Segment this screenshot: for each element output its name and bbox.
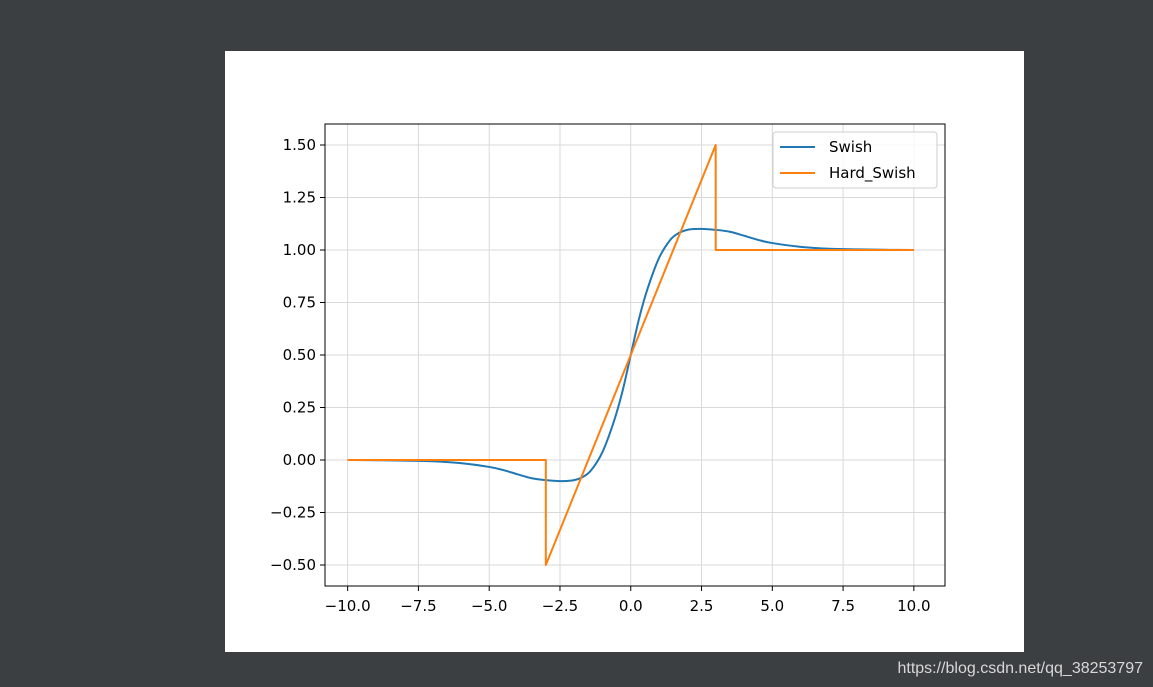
series-layer — [347, 144, 914, 566]
x-axis: −10.0 −7.5 −5.0 −2.5 0.0 2.5 5.0 7.5 10.0 — [325, 586, 931, 615]
x-tick-label: 7.5 — [831, 597, 855, 615]
legend: Swish Hard_Swish — [772, 131, 938, 189]
y-tick-label: 0.75 — [283, 294, 316, 312]
grid-lines — [325, 124, 945, 586]
x-tick-label: 10.0 — [897, 597, 930, 615]
x-tick-label: 2.5 — [690, 597, 714, 615]
legend-label: Swish — [829, 138, 872, 156]
y-tick-label: 1.25 — [283, 189, 316, 207]
y-tick-label: −0.25 — [270, 504, 316, 522]
series-line-hard-swish — [347, 144, 914, 566]
x-tick-label: −2.5 — [542, 597, 578, 615]
x-tick-label: −10.0 — [325, 597, 371, 615]
y-tick-label: 1.50 — [283, 136, 316, 154]
y-tick-label: −0.50 — [270, 556, 316, 574]
x-tick-label: 5.0 — [760, 597, 784, 615]
y-axis: −0.50 −0.25 0.00 0.25 0.50 0.75 1.00 1.25 1.50 — [270, 136, 325, 574]
x-tick-label: −7.5 — [400, 597, 436, 615]
x-tick-label: −5.0 — [471, 597, 507, 615]
line-chart: −10.0 −7.5 −5.0 −2.5 0.0 2.5 5.0 7.5 10.0 −0.50−… — [270, 123, 946, 615]
legend-label: Hard_Swish — [829, 164, 916, 183]
y-tick-label: 1.00 — [283, 241, 316, 259]
y-tick-label: 0.50 — [283, 346, 316, 364]
figure-canvas: −10.0 −7.5 −5.0 −2.5 0.0 2.5 5.0 7.5 10.0 −0.50−… — [225, 51, 1024, 652]
watermark-text: https://blog.csdn.net/qq_38253797 — [897, 660, 1143, 677]
y-tick-label: 0.25 — [283, 399, 316, 417]
x-tick-label: 0.0 — [619, 597, 643, 615]
y-tick-label: 0.00 — [283, 451, 316, 469]
